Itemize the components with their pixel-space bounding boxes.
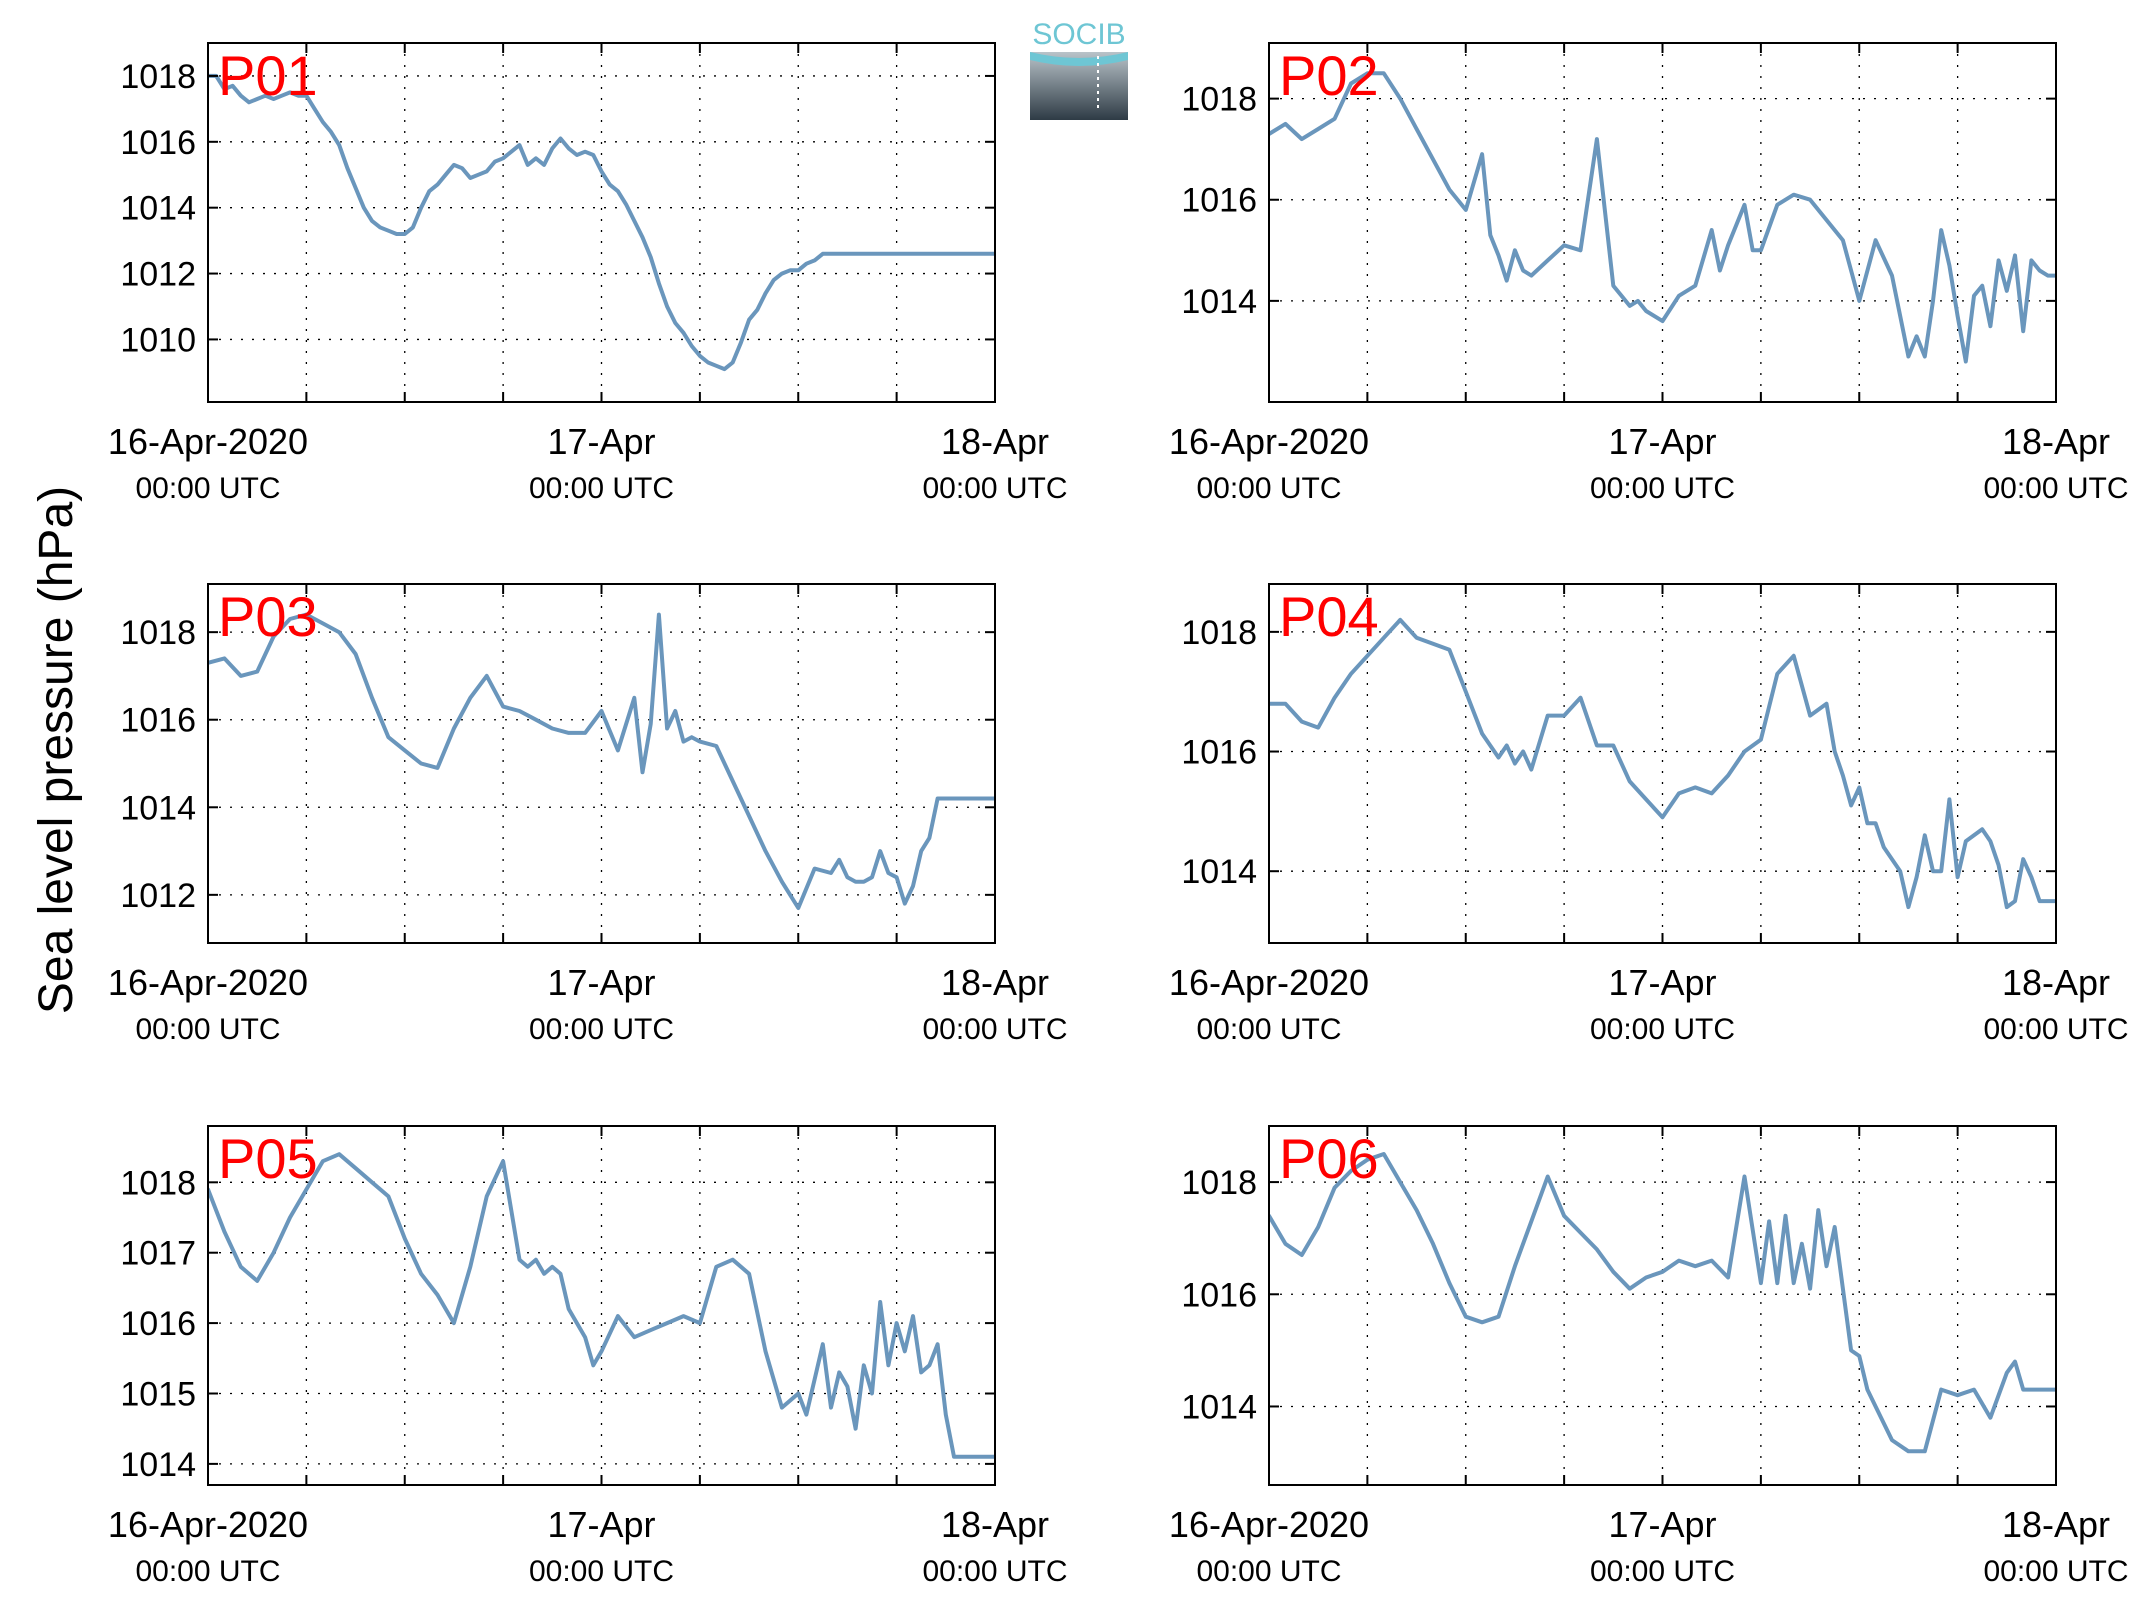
panel-2: 1014 1016 1018 16-Apr-2020 00:00 UTC 17-Apr 00…	[1169, 42, 2129, 505]
panel-2-title: P02	[1279, 44, 1379, 107]
panel-6-y-tick-label: 1014	[1181, 1388, 1257, 1426]
panel-2-x-tick-sublabel: 00:00 UTC	[1196, 472, 1341, 505]
panel-6-y-tick-label: 1016	[1181, 1276, 1257, 1314]
panel-2-x-tick-sublabel: 00:00 UTC	[1590, 472, 1735, 505]
panel-5-x-tick-label: 18-Apr	[941, 1504, 1049, 1545]
panel-2-axes-box	[1268, 42, 2057, 403]
panel-4-x-tick-sublabel: 00:00 UTC	[1590, 1013, 1735, 1046]
panel-3-x-tick-label: 17-Apr	[547, 962, 655, 1003]
panel-6-x-tick-label: 17-Apr	[1608, 1504, 1716, 1545]
panel-3-x-tick-sublabel: 00:00 UTC	[529, 1013, 674, 1046]
panel-6-x-tick-sublabel: 00:00 UTC	[1196, 1555, 1341, 1588]
panel-4-x-tick-sublabel: 00:00 UTC	[1983, 1013, 2128, 1046]
panel-1-y-tick-label: 1018	[120, 58, 196, 96]
panel-1-axes-box	[207, 42, 996, 403]
panel-4-x-tick-label: 18-Apr	[2002, 962, 2110, 1003]
panel-6-x-tick-sublabel: 00:00 UTC	[1590, 1555, 1735, 1588]
panel-2-series-line	[1269, 71, 2056, 364]
panel-6-title: P06	[1279, 1127, 1379, 1190]
panel-5-y-tick-label: 1017	[120, 1235, 196, 1273]
panel-1-y-tick-label: 1010	[120, 321, 196, 359]
panel-1-x-tick-label: 17-Apr	[547, 421, 655, 462]
panel-6-x-tick-label: 16-Apr-2020	[1169, 1504, 1369, 1545]
panel-1-x-tick-sublabel: 00:00 UTC	[922, 472, 1067, 505]
panel-6-series-line	[1269, 1152, 2056, 1454]
panel-1-x-tick-sublabel: 00:00 UTC	[135, 472, 280, 505]
panel-4: 1014 1016 1018 16-Apr-2020 00:00 UTC 17-Apr 00…	[1169, 583, 2129, 1046]
panel-1-x-tick-label: 16-Apr-2020	[108, 421, 308, 462]
panel-5-x-tick-label: 16-Apr-2020	[108, 1504, 308, 1545]
panel-2-x-tick-label: 18-Apr	[2002, 421, 2110, 462]
y-axis-label: Sea level pressure (hPa)	[30, 486, 83, 1014]
panel-2-x-tick-sublabel: 00:00 UTC	[1983, 472, 2128, 505]
panel-5-axes-box	[207, 1125, 996, 1486]
panel-3-axes-box	[207, 583, 996, 944]
panel-5-title: P05	[218, 1127, 318, 1190]
panel-3-x-tick-label: 16-Apr-2020	[108, 962, 308, 1003]
panel-5-y-tick-label: 1015	[120, 1375, 196, 1413]
panel-4-x-tick-sublabel: 00:00 UTC	[1196, 1013, 1341, 1046]
panel-3-x-tick-label: 18-Apr	[941, 962, 1049, 1003]
panel-1-series-line	[208, 73, 995, 372]
panel-1-y-tick-label: 1016	[120, 124, 196, 162]
panel-5-y-tick-label: 1018	[120, 1164, 196, 1202]
panel-4-y-tick-label: 1014	[1181, 853, 1257, 891]
panel-4-x-tick-label: 16-Apr-2020	[1169, 962, 1369, 1003]
socib-logo-text: SOCIB	[1032, 18, 1125, 51]
socib-logo: SOCIB	[1030, 18, 1128, 120]
panel-6-axes-box	[1268, 1125, 2057, 1486]
panel-3-series-line	[208, 612, 995, 910]
panel-6-x-tick-sublabel: 00:00 UTC	[1983, 1555, 2128, 1588]
panel-6: 1014 1016 1018 16-Apr-2020 00:00 UTC 17-Apr 00…	[1169, 1125, 2129, 1588]
panel-2-x-tick-label: 17-Apr	[1608, 421, 1716, 462]
panel-1-x-tick-sublabel: 00:00 UTC	[529, 472, 674, 505]
panel-1: 1010 1012 1014 1016 1018 16-Apr-2020 00:00 UTC…	[108, 42, 1068, 505]
panel-5-x-tick-sublabel: 00:00 UTC	[529, 1555, 674, 1588]
panel-3-x-tick-sublabel: 00:00 UTC	[922, 1013, 1067, 1046]
panel-3-y-tick-label: 1014	[120, 789, 196, 827]
panel-2-y-tick-label: 1018	[1181, 81, 1257, 119]
panel-6-x-tick-label: 18-Apr	[2002, 1504, 2110, 1545]
panel-4-x-tick-label: 17-Apr	[1608, 962, 1716, 1003]
panel-1-y-tick-label: 1014	[120, 190, 196, 228]
panel-5-x-tick-sublabel: 00:00 UTC	[922, 1555, 1067, 1588]
panel-1-y-tick-label: 1012	[120, 256, 196, 294]
panel-2-y-tick-label: 1016	[1181, 182, 1257, 220]
panel-5-x-tick-label: 17-Apr	[547, 1504, 655, 1545]
panel-5-y-tick-label: 1016	[120, 1305, 196, 1343]
panel-6-y-tick-label: 1018	[1181, 1164, 1257, 1202]
panel-3-y-tick-label: 1012	[120, 877, 196, 915]
panel-5-series-line	[208, 1152, 995, 1459]
panel-3-x-tick-sublabel: 00:00 UTC	[135, 1013, 280, 1046]
panel-5-x-tick-sublabel: 00:00 UTC	[135, 1555, 280, 1588]
panel-2-y-tick-label: 1014	[1181, 283, 1257, 321]
panel-4-y-tick-label: 1018	[1181, 614, 1257, 652]
panel-2-x-tick-label: 16-Apr-2020	[1169, 421, 1369, 462]
panel-4-y-tick-label: 1016	[1181, 734, 1257, 772]
panel-5: 1014 1015 1016 1017 1018 16-Apr-2020 00:00 UTC…	[108, 1125, 1068, 1588]
panel-4-title: P04	[1279, 585, 1379, 648]
panel-3-title: P03	[218, 585, 318, 648]
panel-4-axes-box	[1268, 583, 2057, 944]
panel-5-y-tick-label: 1014	[120, 1446, 196, 1484]
panel-4-series-line	[1269, 617, 2056, 910]
panel-3: 1012 1014 1016 1018 16-Apr-2020 00:00 UTC 17-A…	[108, 583, 1068, 1046]
panel-3-y-tick-label: 1016	[120, 702, 196, 740]
panel-1-title: P01	[218, 44, 318, 107]
panel-1-x-tick-label: 18-Apr	[941, 421, 1049, 462]
panel-3-y-tick-label: 1018	[120, 614, 196, 652]
